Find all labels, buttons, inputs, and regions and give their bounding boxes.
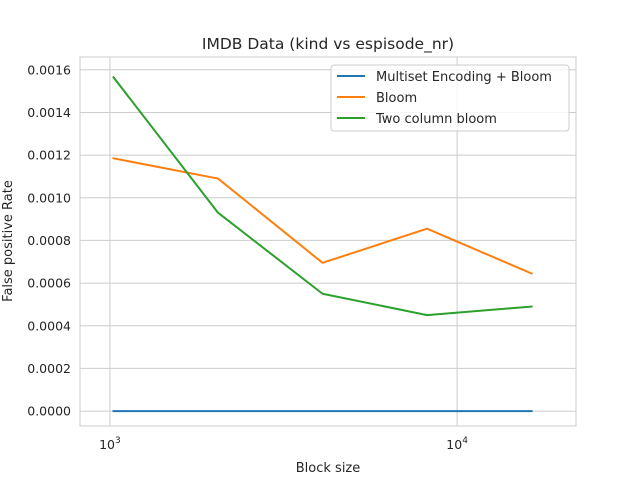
- chart-title: IMDB Data (kind vs espisode_nr): [202, 35, 454, 54]
- y-tick-label: 0.0000: [27, 404, 71, 419]
- y-tick-label: 0.0004: [27, 318, 71, 333]
- x-tick-label: 104: [446, 436, 468, 452]
- y-axis-label: False positive Rate: [1, 180, 16, 302]
- legend: Multiset Encoding + Bloom Bloom Two colu…: [330, 64, 570, 132]
- x-tick-labels: 103 104: [99, 436, 468, 452]
- y-tick-label: 0.0008: [27, 233, 71, 248]
- y-tick-label: 0.0006: [27, 276, 71, 291]
- legend-label-multiset: Multiset Encoding + Bloom: [376, 70, 552, 85]
- legend-box: [330, 64, 570, 132]
- series-lines: [112, 75, 533, 413]
- y-tick-label: 0.0016: [27, 62, 71, 77]
- y-tick-label: 0.0010: [27, 190, 71, 205]
- y-tick-label: 0.0014: [27, 105, 71, 120]
- legend-label-two-column: Two column bloom: [375, 112, 497, 127]
- y-tick-label: 0.0012: [27, 148, 71, 163]
- x-axis-label: Block size: [296, 461, 361, 476]
- legend-label-bloom: Bloom: [376, 91, 417, 106]
- series-line-bloom: [112, 157, 533, 275]
- x-tick-label: 103: [99, 436, 121, 452]
- y-tick-label: 0.0002: [27, 361, 71, 376]
- series-line-two-column: [112, 75, 533, 317]
- y-tick-labels: 0.0000 0.0002 0.0004 0.0006 0.0008 0.0010 0.00…: [27, 62, 71, 418]
- plot-frame: [79, 56, 577, 427]
